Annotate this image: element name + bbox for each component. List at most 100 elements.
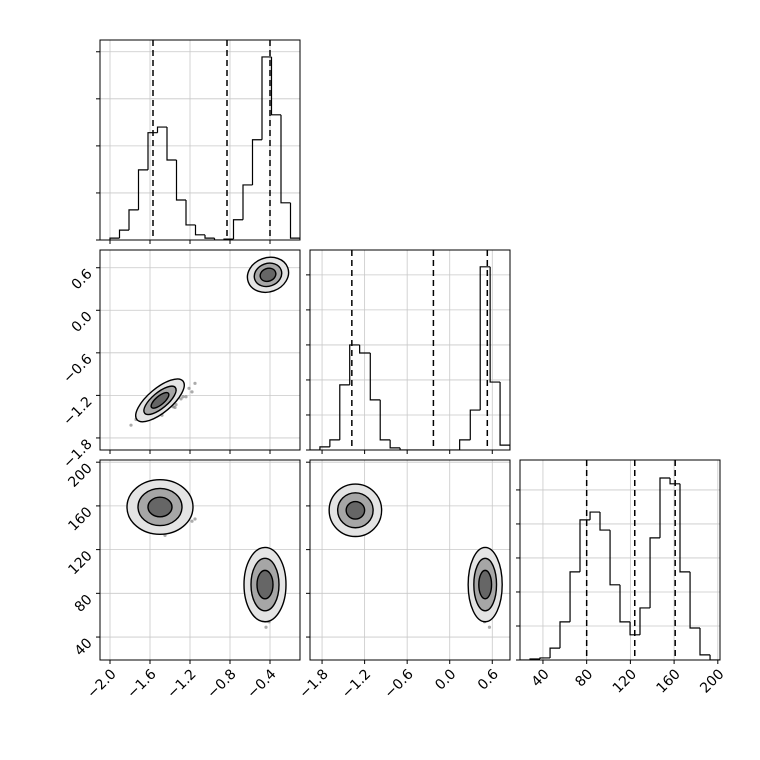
hist-step [599,512,611,531]
histogram [109,40,300,240]
y-tick-label: 40 [72,635,96,659]
hist-step [175,160,186,201]
hist-step [128,209,139,231]
hist-step [609,530,620,586]
sample-point [487,625,492,629]
hist-step [194,224,205,236]
hist-step [213,238,224,240]
hist-step [579,519,591,572]
contour [147,496,173,518]
hist-step [329,439,340,447]
y-tick-label: −0.6 [60,351,95,386]
hist-step [549,647,560,658]
x-tick-label: 200 [697,666,727,696]
sample-point [174,403,178,407]
hist-step [649,537,660,608]
hist-step [280,114,291,204]
hist-step [629,621,640,636]
x-tick-label: −2.0 [84,666,119,701]
sample-point [187,386,191,390]
x-tick-label: 40 [529,666,553,690]
sample-point [184,395,188,399]
hist-step [459,439,471,450]
panel [310,250,510,450]
hist-step [118,229,129,239]
x-tick-label: −0.6 [381,666,416,701]
hist-step [529,658,540,660]
hist-step [223,238,234,240]
histogram [520,460,720,660]
panel-frame [519,459,721,661]
hist-step [499,382,510,450]
sample-point [193,381,197,385]
panel-frame [99,459,301,661]
hist-step [709,654,720,660]
hist-step [147,132,158,170]
panel [310,460,510,660]
sample-point [173,405,177,410]
y-tick-label: 0.6 [69,266,96,293]
hist-step [689,571,700,629]
hist-step [270,56,281,116]
x-tick-label: −1.2 [339,666,374,701]
hist-step [539,657,551,659]
x-tick-label: −0.8 [204,666,239,701]
hist-step [242,184,253,220]
hist-step [639,607,651,635]
sample-point [190,519,194,523]
x-tick-label: 120 [610,666,640,696]
x-tick-label: 160 [654,666,684,696]
hist-step [399,447,410,450]
panel-frame [99,249,301,451]
hist-step [251,139,262,185]
y-tick-label: 0.0 [69,309,96,336]
hist-step [679,483,691,573]
contour [478,569,493,600]
contour [150,391,170,409]
contour [256,569,274,600]
hist-step [339,384,350,440]
hist-step [349,344,360,385]
x-tick-label: −1.2 [164,666,199,701]
sample-point [264,625,268,629]
hist-step [319,446,330,450]
panel-frame [309,459,511,661]
hist-step [185,200,196,226]
hist-step [489,266,501,383]
hist-step [469,409,481,440]
y-tick-label: 120 [65,548,95,578]
histogram [310,250,510,450]
hist-step [569,571,580,622]
hist-step [359,344,371,354]
sample-point [193,517,197,521]
hist-step [589,511,600,520]
hist-step [369,352,381,401]
hist-step [137,169,148,210]
x-tick-label: 0.6 [475,666,502,693]
hist-step [559,621,571,649]
hist-step [699,628,711,656]
contour [259,267,277,283]
hist-step [379,399,391,441]
hist-step [389,439,401,449]
x-tick-label: 80 [572,666,596,690]
x-tick-label: −1.8 [296,666,331,701]
panel [520,460,720,660]
hist-step [109,237,120,240]
panel-frame [99,39,301,241]
sample-point [181,395,185,399]
hist-step [659,477,671,538]
contour [345,500,366,520]
hist-step [261,56,272,140]
hist-step [479,266,491,411]
hist-step [232,219,243,240]
hist-step [289,202,300,240]
y-tick-label: 160 [65,504,95,534]
y-tick-label: 80 [72,592,96,616]
x-tick-label: −1.6 [124,666,159,701]
hist-step [204,234,215,239]
y-tick-label: −1.2 [60,394,95,429]
sample-point [179,397,183,401]
hist-step [166,127,177,161]
